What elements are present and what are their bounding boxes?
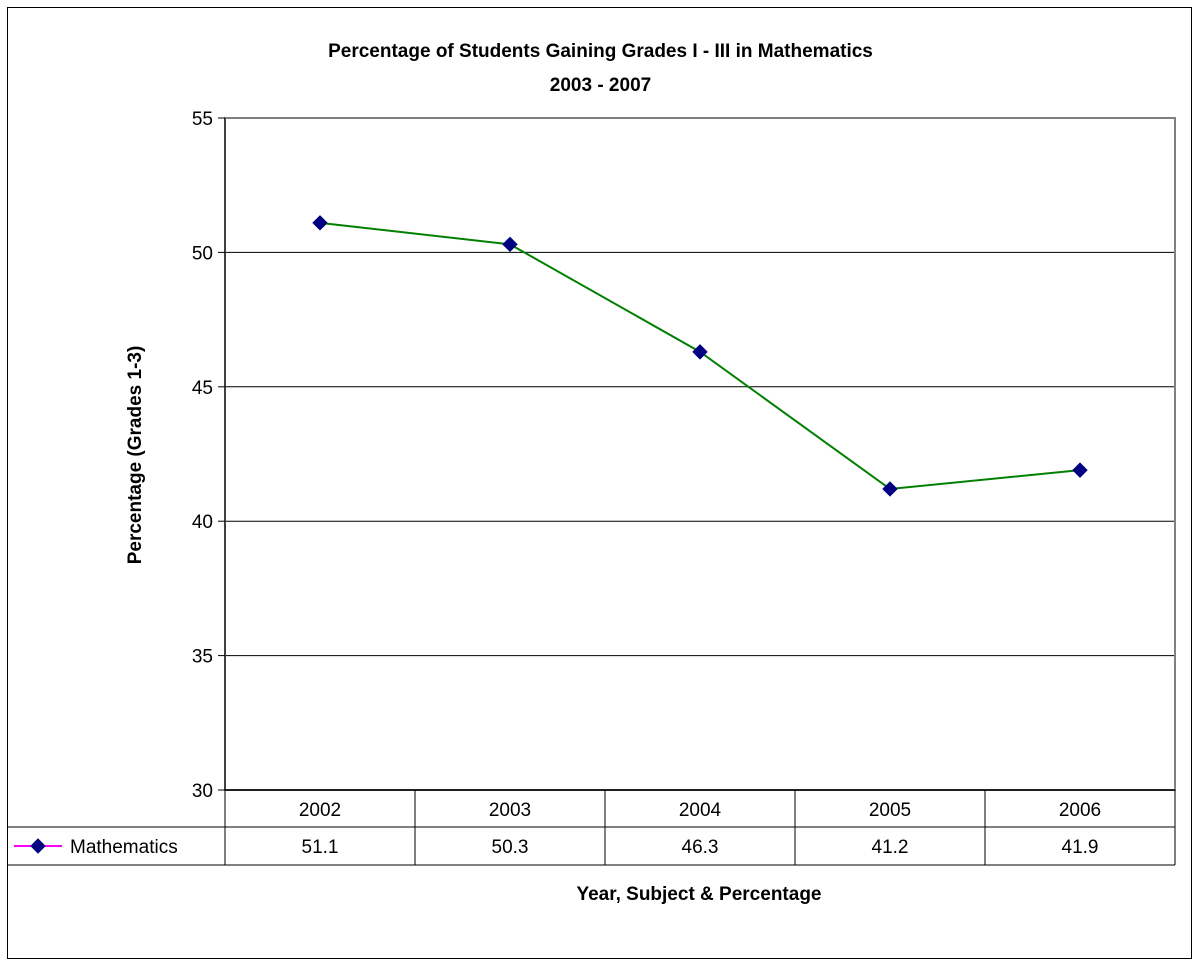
data-label: 50.3 bbox=[492, 837, 529, 858]
x-tick-label: 2002 bbox=[299, 800, 341, 821]
data-label: 41.2 bbox=[872, 837, 909, 858]
data-label: 41.9 bbox=[1062, 837, 1099, 858]
data-table: 2002 2003 2004 2005 2006 51.1 50.3 46.3 41.2 41.9… bbox=[7, 789, 1176, 866]
plot-area bbox=[224, 117, 1176, 791]
y-tick-label: 30 bbox=[192, 781, 213, 802]
data-label: 51.1 bbox=[302, 837, 339, 858]
data-label: 46.3 bbox=[682, 837, 719, 858]
chart-title: Percentage of Students Gaining Grades I … bbox=[328, 41, 873, 62]
chart-frame bbox=[7, 7, 1192, 959]
x-tick-label: 2004 bbox=[679, 800, 722, 821]
data-point bbox=[1072, 462, 1088, 478]
x-tick-label: 2006 bbox=[1059, 800, 1101, 821]
data-point bbox=[692, 344, 708, 360]
y-axis-label: Percentage (Grades 1-3) bbox=[125, 346, 146, 565]
y-tick-label: 45 bbox=[192, 378, 213, 399]
legend-label: Mathematics bbox=[70, 837, 178, 858]
chart-subtitle: 2003 - 2007 bbox=[549, 75, 652, 96]
data-point bbox=[502, 236, 518, 253]
y-tick-label: 35 bbox=[192, 647, 213, 668]
data-point bbox=[312, 215, 328, 231]
data-point bbox=[882, 481, 898, 497]
gridlines bbox=[225, 251, 1175, 657]
x-axis-label: Year, Subject & Percentage bbox=[576, 884, 821, 905]
y-axis: 30 35 40 45 50 55 bbox=[192, 109, 226, 802]
y-tick-label: 50 bbox=[192, 243, 213, 264]
y-tick-label: 55 bbox=[192, 109, 213, 130]
x-tick-label: 2003 bbox=[489, 800, 531, 821]
y-tick-label: 40 bbox=[192, 512, 213, 533]
legend-marker bbox=[30, 838, 46, 854]
x-tick-label: 2005 bbox=[869, 800, 911, 821]
series-mathematics bbox=[312, 215, 1088, 497]
